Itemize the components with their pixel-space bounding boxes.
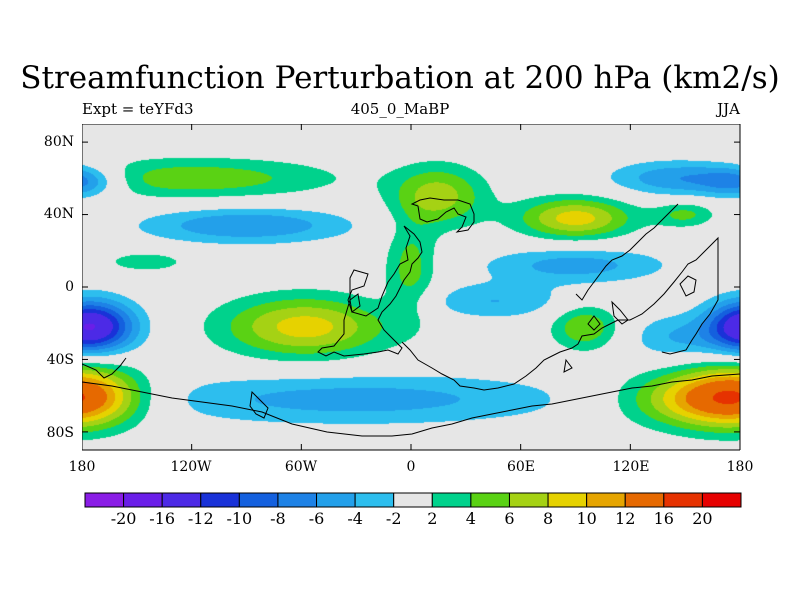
colorbar-label: -10 <box>226 509 253 528</box>
colorbar-cell <box>354 492 395 508</box>
eurasia-outline <box>575 203 679 301</box>
colorbar-label: 2 <box>427 509 438 528</box>
colorbar-label: -6 <box>308 509 325 528</box>
x-tick-label: 180 <box>68 459 96 475</box>
colorbar-cell <box>200 492 240 508</box>
colorbar-cell <box>316 492 356 508</box>
experiment-label: Expt = teYFd3 <box>82 100 194 118</box>
colorbar-cell <box>663 492 703 508</box>
colorbar-cell <box>84 492 125 508</box>
colorbar-cell <box>508 492 549 508</box>
africa-coast <box>401 236 719 391</box>
colorbar-label: -4 <box>347 509 363 528</box>
x-tick-label: 0 <box>406 459 416 475</box>
colorbar-cell <box>624 492 665 508</box>
colorbar-cell <box>238 492 279 508</box>
colorbar-cell <box>393 492 433 508</box>
x-tick-label: 180 <box>726 459 754 475</box>
y-tick-label: 40N <box>43 206 74 222</box>
x-tick-label: 60E <box>506 459 536 475</box>
colorbar-cell <box>161 492 202 508</box>
streamfunction-field <box>82 124 740 450</box>
colorbar-label: 12 <box>615 509 636 528</box>
x-tick-label: 120E <box>612 459 650 475</box>
y-tick-label: 40S <box>46 352 74 368</box>
colorbar-cell <box>701 492 742 508</box>
colorbar-label: -16 <box>149 509 176 528</box>
case-label: 405_0_MaBP <box>350 100 450 118</box>
colorbar-label: 10 <box>576 509 597 528</box>
y-tick-label: 80S <box>46 425 74 441</box>
colorbar-cell <box>431 492 472 508</box>
colorbar <box>84 492 742 508</box>
indochina-coast <box>611 300 629 325</box>
colorbar-cell <box>586 492 626 508</box>
colorbar-cell <box>470 492 510 508</box>
coastlines <box>82 197 740 437</box>
x-tick-label: 60W <box>284 459 318 475</box>
arabia-coast <box>587 315 601 331</box>
colorbar-cell <box>547 492 588 508</box>
greenland-coast <box>349 293 361 313</box>
north-america-coast <box>410 197 475 233</box>
colorbar-label: 8 <box>542 509 554 528</box>
americas-coast <box>317 225 423 357</box>
colorbar-cell <box>123 492 163 508</box>
australia-coast <box>679 275 697 297</box>
madagascar-coast <box>563 358 573 373</box>
colorbar-label: 20 <box>692 509 713 528</box>
subantarctic-coast <box>82 357 127 379</box>
season-label: JJA <box>717 100 740 118</box>
x-tick-label: 120W <box>170 459 212 475</box>
colorbar-cell <box>277 492 318 508</box>
colorbar-label: 6 <box>504 509 515 528</box>
colorbar-label: -8 <box>270 509 286 528</box>
colorbar-label: 16 <box>653 509 674 528</box>
chart-title: Streamfunction Perturbation at 200 hPa (… <box>20 60 780 96</box>
axis-ticks <box>82 124 741 450</box>
map-plot <box>82 124 741 451</box>
colorbar-label: 4 <box>465 509 476 528</box>
colorbar-label: -12 <box>187 509 214 528</box>
y-tick-label: 0 <box>65 279 74 295</box>
colorbar-label: -2 <box>385 509 402 528</box>
antarctica-coast <box>82 373 740 437</box>
colorbar-label: -20 <box>110 509 137 528</box>
patagonia-coast <box>249 390 269 419</box>
y-tick-label: 80N <box>43 134 74 150</box>
